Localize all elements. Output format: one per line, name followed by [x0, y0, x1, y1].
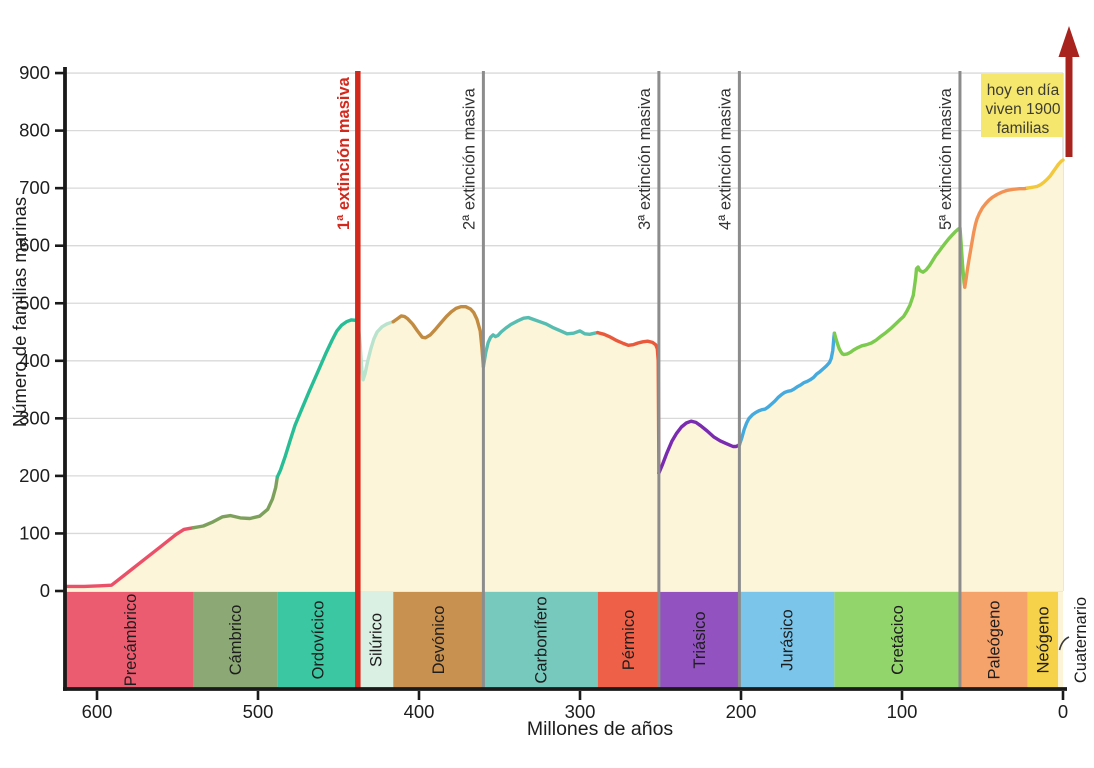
- band-label-ordovícico: Ordovícico: [309, 601, 327, 680]
- extinction-label-5: 5ª extinción masiva: [937, 87, 955, 230]
- arrow-head: [1058, 26, 1080, 57]
- y-tick-label-800: 800: [19, 120, 50, 141]
- x-tick-label-500: 500: [243, 701, 274, 722]
- band-paleógeno: [959, 592, 1028, 688]
- curve-paleógeno: [963, 186, 1030, 289]
- x-tick-label-400: 400: [404, 701, 435, 722]
- band-label-carbonífero: Carbonífero: [532, 596, 550, 683]
- band-label-pérmico: Pérmico: [620, 610, 638, 671]
- extinction-label-2: 2ª extinción masiva: [460, 87, 478, 230]
- curve-triásico: [657, 419, 742, 475]
- extinction-label-4: 4ª extinción masiva: [716, 87, 734, 230]
- curve-neógeno: [1025, 162, 1060, 190]
- curve-ordovícico: [275, 318, 360, 479]
- extinction-label-3: 3ª extinción masiva: [636, 87, 654, 230]
- band-cretácico: [834, 592, 960, 688]
- note-line-1: hoy en día: [987, 82, 1060, 99]
- curve-cretácico: [832, 226, 967, 357]
- y-tick-label-400: 400: [19, 350, 50, 371]
- band-label-precámbrico: Precámbrico: [122, 594, 140, 687]
- band-jurásico: [739, 592, 835, 688]
- band-silúrico: [357, 592, 394, 688]
- band-neógeno: [1027, 592, 1059, 688]
- note-line-3: familias: [997, 120, 1050, 137]
- band-cámbrico: [193, 592, 278, 688]
- curve-cámbrico: [191, 475, 279, 530]
- band-cuaternario: [1058, 592, 1063, 688]
- curve-carbonífero: [481, 315, 600, 369]
- area-fills: [66, 160, 1063, 591]
- curve-strokes: [64, 158, 1065, 589]
- cuaternario-leader-line: [1058, 636, 1070, 651]
- curve-cuaternario: [1056, 158, 1065, 167]
- y-tick-label-600: 600: [19, 235, 50, 256]
- band-label-cretácico: Cretácico: [889, 605, 907, 675]
- band-carbonífero: [483, 592, 598, 688]
- note-box: hoy en día viven 1900 familias: [981, 74, 1063, 137]
- x-tick-label-300: 300: [565, 701, 596, 722]
- x-tick-label-600: 600: [82, 701, 113, 722]
- axes: 600 500 400 300 200 100 0 0 100 200 300 400 500 600 70…: [9, 62, 1068, 740]
- band-label-devónico: Devónico: [430, 606, 448, 675]
- band-label-silúrico: Silúrico: [367, 613, 385, 667]
- y-tick-label-900: 900: [19, 62, 50, 83]
- band-label-cámbrico: Cámbrico: [227, 605, 245, 676]
- curve-devónico: [391, 305, 486, 369]
- curve-jurásico: [737, 331, 837, 447]
- extinction-label-1: 1ª extinción masiva: [335, 76, 353, 230]
- extinction-lines: 1ª extinción masiva 2ª extinción masiva 3ª…: [335, 71, 962, 689]
- y-tick-label-300: 300: [19, 407, 50, 428]
- note-box-background: [981, 74, 1063, 137]
- curve-silúrico: [356, 318, 395, 382]
- y-axis-title: Número de familias marinas: [9, 197, 30, 427]
- growth-arrow: [1058, 26, 1080, 157]
- band-pérmico: [597, 592, 659, 688]
- band-devónico: [393, 592, 484, 688]
- y-tick-label-100: 100: [19, 522, 50, 543]
- band-label-paleógeno: Paleógeno: [986, 601, 1004, 680]
- x-tick-label-200: 200: [726, 701, 757, 722]
- band-label-jurásico: Jurásico: [779, 609, 797, 670]
- y-tick-label-700: 700: [19, 177, 50, 198]
- note-line-2: viven 1900: [986, 101, 1061, 118]
- band-label-cuaternario: Cuaternario: [1072, 597, 1090, 683]
- period-bands: Precámbrico Cámbrico Ordovícico Silúrico Dev…: [66, 592, 1090, 688]
- band-ordovícico: [277, 592, 358, 688]
- band-triásico: [658, 592, 740, 688]
- x-axis-title: Millones de años: [527, 718, 674, 740]
- x-tick-label-0: 0: [1058, 701, 1068, 722]
- y-tick-label-200: 200: [19, 465, 50, 486]
- y-tick-label-0: 0: [40, 580, 50, 601]
- area-fill-cuaternario: [66, 160, 1063, 591]
- y-tick-label-500: 500: [19, 292, 50, 313]
- curve-pérmico: [596, 330, 661, 475]
- x-tick-label-100: 100: [887, 701, 918, 722]
- band-label-triásico: Triásico: [691, 611, 709, 668]
- curve-precámbrico: [64, 526, 196, 589]
- band-label-neógeno: Neógeno: [1035, 607, 1053, 674]
- band-precámbrico: [66, 592, 194, 688]
